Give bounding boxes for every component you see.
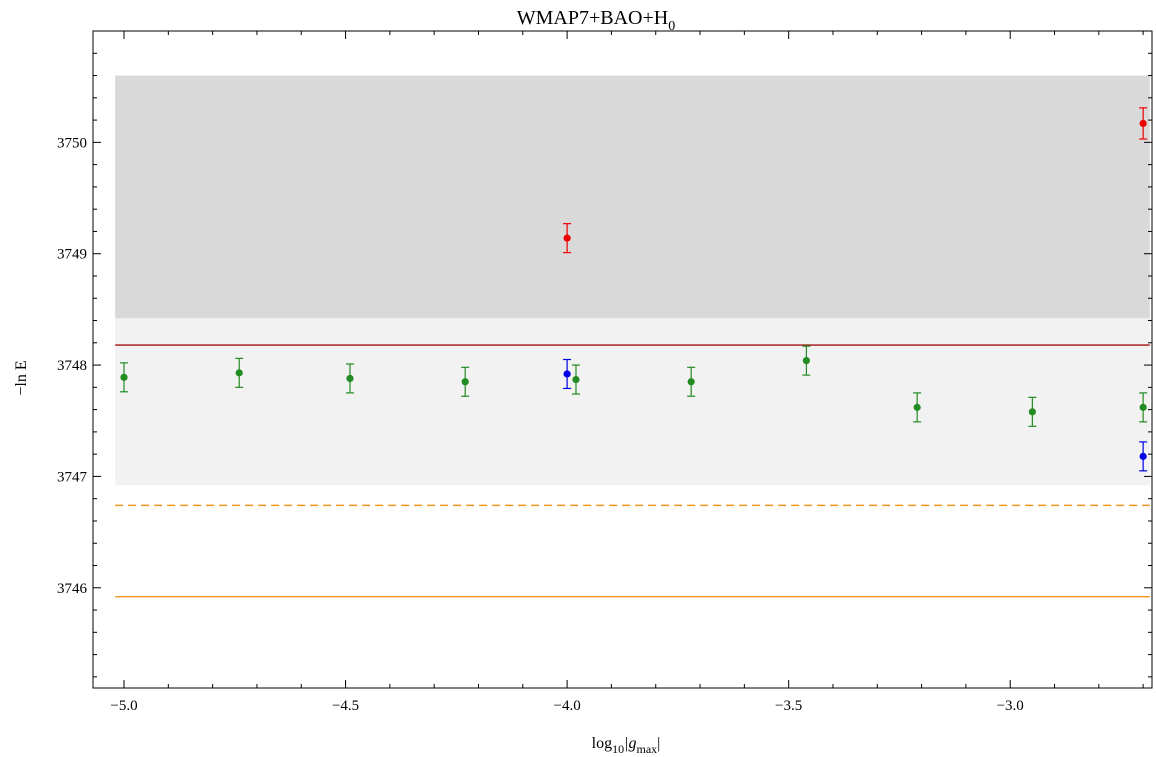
point-marker [235,369,243,377]
point-marker [461,378,469,386]
title-subscript: 0 [668,19,675,34]
x-tick-label: −3.5 [775,698,802,714]
data-point [687,366,696,397]
point-marker [346,374,354,383]
axis-ticks: −5.0 −4.5 −4.0 −3.5 −3.0 3746 3747 3748 3749 3750 [57,31,1152,714]
x-tick-label: −4.0 [554,698,581,714]
x-tick-label: −4.5 [332,698,359,714]
point-marker [802,357,810,365]
data-point [1139,441,1148,472]
x-tick-label: −5.0 [110,698,137,714]
point-marker [687,378,695,386]
point-marker [1139,403,1147,411]
data-point [120,362,129,393]
y-tick-label: 3748 [57,358,87,374]
point-marker [563,370,571,378]
x-label-max: max [636,742,657,756]
data-point [1139,107,1148,140]
data-point [802,345,811,376]
y-tick-label: 3746 [57,581,88,597]
point-marker [1139,452,1147,460]
y-tick-label: 3747 [57,469,88,485]
point-marker [913,403,921,411]
point-marker [1139,119,1147,128]
data-point [1028,396,1037,427]
band-1 [115,318,1150,486]
data-point [461,366,470,397]
data-point [345,363,354,394]
data-point [563,223,572,254]
plot-frame [92,30,1153,689]
y-tick-label: 3749 [57,247,87,263]
data-point [235,357,244,388]
point-marker [1028,408,1036,416]
band-0 [115,75,1150,319]
x-label-base: 10 [612,742,624,756]
shaded-bands [115,75,1150,486]
data-points [120,107,1148,472]
y-tick-label: 3750 [57,135,87,151]
reference-lines [115,344,1150,598]
x-label-end: | [657,735,660,752]
point-marker [572,375,580,384]
data-point [571,364,580,395]
title-main: WMAP7+BAO+H [517,7,668,29]
data-point [913,392,922,423]
x-tick-label: −3.0 [997,698,1024,714]
data-point [1139,392,1148,423]
x-axis-label: log10|gmax| [592,735,661,756]
x-label-g: |g [624,735,636,752]
x-label-log: log [592,735,612,752]
chart-title: WMAP7+BAO+H0 [517,7,675,34]
y-axis-label: −ln E [13,360,30,395]
data-point [563,358,572,390]
point-marker [120,373,128,381]
point-marker [563,234,571,242]
